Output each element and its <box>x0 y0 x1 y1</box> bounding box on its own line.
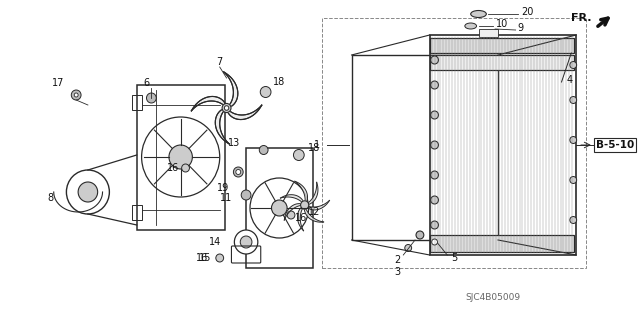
Circle shape <box>147 93 156 103</box>
Text: 19: 19 <box>217 183 230 193</box>
Circle shape <box>431 111 438 119</box>
Text: 15: 15 <box>199 253 211 263</box>
Circle shape <box>241 190 251 200</box>
Text: FR.: FR. <box>572 13 592 23</box>
Circle shape <box>431 239 438 245</box>
Text: 3: 3 <box>394 267 401 277</box>
Polygon shape <box>224 72 238 106</box>
Circle shape <box>225 106 228 110</box>
Circle shape <box>78 182 98 202</box>
Polygon shape <box>280 195 303 202</box>
Circle shape <box>169 145 193 169</box>
Text: B-5-10: B-5-10 <box>596 140 634 150</box>
Polygon shape <box>295 181 307 201</box>
Bar <box>351 55 498 240</box>
Text: 7: 7 <box>216 57 223 67</box>
Bar <box>429 35 576 255</box>
Bar <box>479 29 498 37</box>
Text: 14: 14 <box>209 237 221 247</box>
Text: 11: 11 <box>220 193 232 203</box>
Circle shape <box>431 196 438 204</box>
Circle shape <box>259 145 268 154</box>
Circle shape <box>71 90 81 100</box>
Circle shape <box>182 164 189 172</box>
Circle shape <box>431 56 438 64</box>
Circle shape <box>570 217 577 224</box>
Circle shape <box>570 137 577 144</box>
Bar <box>137 85 225 230</box>
Text: 5: 5 <box>451 253 458 263</box>
Circle shape <box>287 211 295 219</box>
Text: 17: 17 <box>52 78 65 88</box>
Polygon shape <box>284 204 300 220</box>
Bar <box>246 148 312 268</box>
Circle shape <box>570 97 577 103</box>
Circle shape <box>236 169 241 174</box>
Text: 12: 12 <box>308 207 320 217</box>
Polygon shape <box>191 96 225 111</box>
Circle shape <box>234 167 243 177</box>
Polygon shape <box>309 182 318 204</box>
Text: 20: 20 <box>522 7 534 17</box>
Bar <box>429 38 574 53</box>
Circle shape <box>416 231 424 239</box>
Circle shape <box>271 200 287 216</box>
Ellipse shape <box>470 11 486 18</box>
Polygon shape <box>215 110 229 144</box>
Polygon shape <box>308 200 330 210</box>
Text: 9: 9 <box>518 23 524 33</box>
Text: 1: 1 <box>314 140 320 150</box>
Circle shape <box>216 254 223 262</box>
Circle shape <box>250 178 308 238</box>
Text: 18: 18 <box>308 143 320 153</box>
Polygon shape <box>228 105 262 120</box>
Text: SJC4B05009: SJC4B05009 <box>466 293 521 302</box>
Circle shape <box>141 117 220 197</box>
Text: 10: 10 <box>496 19 508 29</box>
Circle shape <box>222 103 231 113</box>
Circle shape <box>431 221 438 229</box>
Circle shape <box>431 171 438 179</box>
Bar <box>132 95 141 110</box>
Circle shape <box>570 176 577 183</box>
Bar <box>429 55 574 70</box>
Text: 8: 8 <box>48 193 54 203</box>
Ellipse shape <box>465 23 477 29</box>
Text: 6: 6 <box>143 78 150 88</box>
Circle shape <box>570 62 577 69</box>
Bar <box>323 18 586 268</box>
Circle shape <box>294 150 304 160</box>
Text: 16: 16 <box>295 213 307 223</box>
Polygon shape <box>305 210 324 222</box>
Text: 18: 18 <box>273 77 285 87</box>
Text: 16: 16 <box>167 163 179 173</box>
Circle shape <box>74 93 78 97</box>
Circle shape <box>260 86 271 98</box>
Circle shape <box>234 230 258 254</box>
Polygon shape <box>298 208 303 231</box>
Text: 13: 13 <box>228 138 241 148</box>
Text: 4: 4 <box>566 75 573 85</box>
Circle shape <box>67 170 109 214</box>
Bar <box>429 235 574 252</box>
Bar <box>132 205 141 220</box>
Text: 2: 2 <box>394 255 401 265</box>
Circle shape <box>431 141 438 149</box>
Circle shape <box>240 236 252 248</box>
Text: 16: 16 <box>196 253 208 263</box>
Circle shape <box>301 201 308 209</box>
Circle shape <box>404 244 412 251</box>
Circle shape <box>431 81 438 89</box>
